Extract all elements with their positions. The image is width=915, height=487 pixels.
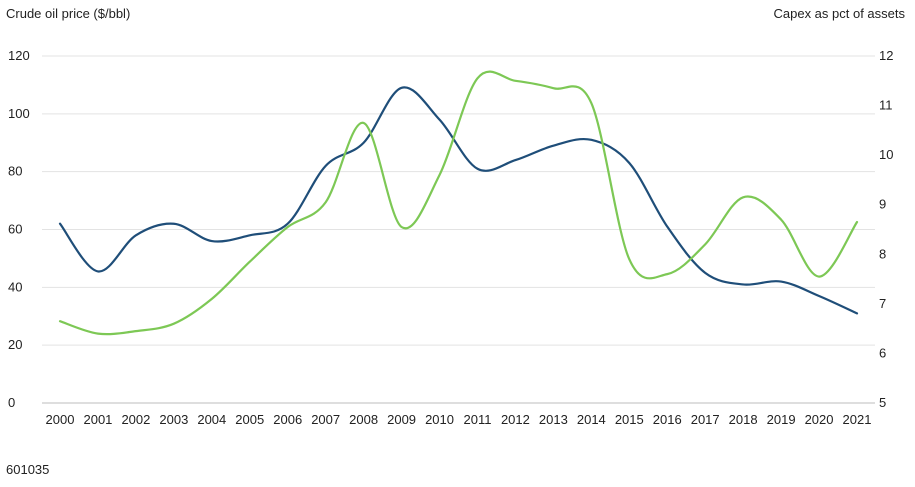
x-tick-label: 2000 <box>46 412 75 427</box>
left-axis-title: Crude oil price ($/bbl) <box>6 6 131 21</box>
series-lines <box>58 70 859 336</box>
right-y-tick-label: 6 <box>879 345 886 360</box>
right-y-tick-label: 7 <box>879 296 886 311</box>
x-tick-label: 2014 <box>577 412 606 427</box>
right-y-axis-ticks: 5 6 7 8 9 10 11 12 <box>879 48 893 410</box>
right-y-tick-label: 11 <box>879 98 893 113</box>
x-tick-label: 2001 <box>83 412 112 427</box>
right-axis-title: Capex as pct of assets <box>773 6 905 21</box>
x-tick-label: 2021 <box>843 412 872 427</box>
right-y-tick-label: 10 <box>879 147 893 162</box>
left-y-tick-label: 80 <box>8 164 22 179</box>
left-y-tick-label: 40 <box>8 279 22 294</box>
x-tick-label: 2019 <box>767 412 796 427</box>
left-y-tick-label: 100 <box>8 106 30 121</box>
x-tick-label: 2010 <box>425 412 454 427</box>
left-y-tick-label: 20 <box>8 337 22 352</box>
x-tick-label: 2016 <box>653 412 682 427</box>
left-y-tick-label: 120 <box>8 48 30 63</box>
footer-code: 601035 <box>6 462 50 477</box>
oil-price-series-line <box>58 86 859 315</box>
x-tick-label: 2009 <box>387 412 416 427</box>
x-tick-label: 2020 <box>805 412 834 427</box>
x-tick-label: 2003 <box>159 412 188 427</box>
x-tick-label: 2006 <box>273 412 302 427</box>
x-tick-label: 2015 <box>615 412 644 427</box>
right-y-tick-label: 5 <box>879 395 886 410</box>
x-tick-label: 2018 <box>729 412 758 427</box>
x-tick-label: 2008 <box>349 412 378 427</box>
left-y-tick-label: 60 <box>8 222 22 237</box>
x-tick-label: 2005 <box>235 412 264 427</box>
x-tick-label: 2013 <box>539 412 568 427</box>
x-tick-label: 2007 <box>311 412 340 427</box>
x-tick-label: 2004 <box>197 412 226 427</box>
x-tick-label: 2012 <box>501 412 530 427</box>
left-y-tick-label: 0 <box>8 395 15 410</box>
right-y-tick-label: 8 <box>879 246 886 261</box>
x-tick-label: 2017 <box>691 412 720 427</box>
x-tick-label: 2002 <box>121 412 150 427</box>
right-y-tick-label: 9 <box>879 197 886 212</box>
x-axis-ticks: 2000 2001 2002 2003 2004 2005 2006 2007 2008 2009… <box>46 412 872 427</box>
capex-series-line <box>58 70 859 336</box>
right-y-tick-label: 12 <box>879 48 893 63</box>
grid-lines <box>42 55 875 404</box>
x-tick-label: 2011 <box>463 412 491 427</box>
left-y-axis-ticks: 0 20 40 60 80 100 120 <box>8 48 30 410</box>
